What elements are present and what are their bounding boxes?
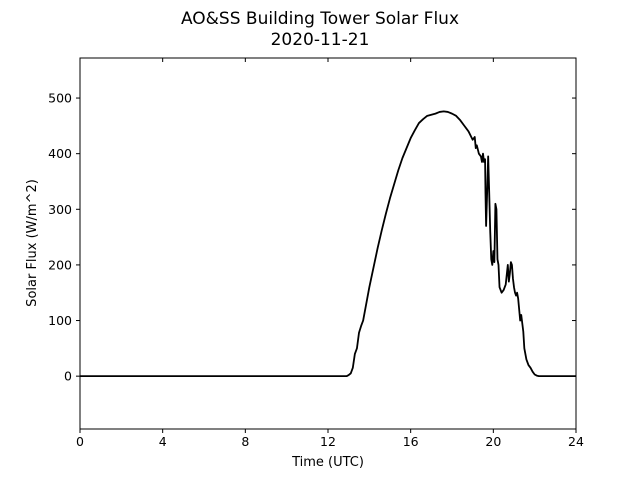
y-tick-label: 400 bbox=[48, 146, 72, 161]
x-tick-label: 0 bbox=[76, 434, 84, 449]
x-tick-label: 16 bbox=[403, 434, 419, 449]
y-tick-label: 0 bbox=[64, 369, 72, 384]
x-tick-label: 20 bbox=[485, 434, 501, 449]
chart-subtitle: 2020-11-21 bbox=[271, 30, 370, 50]
y-tick-label: 300 bbox=[48, 202, 72, 217]
x-tick-label: 12 bbox=[320, 434, 336, 449]
x-axis-label: Time (UTC) bbox=[291, 455, 364, 470]
y-axis-label: Solar Flux (W/m^2) bbox=[25, 179, 40, 307]
series-line bbox=[80, 110, 576, 378]
y-tick-label: 500 bbox=[48, 91, 72, 106]
plot-frame bbox=[79, 57, 577, 430]
x-tick-label: 24 bbox=[568, 434, 584, 449]
chart-title: AO&SS Building Tower Solar Flux bbox=[181, 9, 459, 29]
x-tick-label: 4 bbox=[159, 434, 167, 449]
y-tick-label: 100 bbox=[48, 313, 72, 328]
y-tick-label: 200 bbox=[48, 257, 72, 272]
x-tick-label: 8 bbox=[241, 434, 249, 449]
axis-tick-labels: 0 4 8 12 16 20 24 0 100 200 300 400 500 bbox=[48, 91, 584, 449]
